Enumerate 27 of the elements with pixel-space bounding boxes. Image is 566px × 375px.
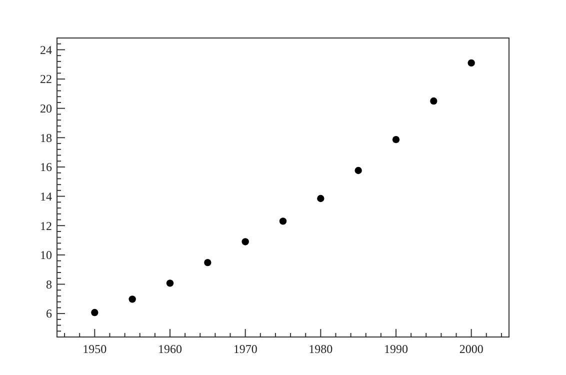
point <box>242 238 249 246</box>
point <box>128 296 136 303</box>
y-tick-label: 8 <box>46 277 52 292</box>
x-tick-label: 1960 <box>158 342 182 356</box>
point <box>317 194 324 202</box>
point <box>166 280 174 287</box>
y-tick-label: 10 <box>40 248 52 262</box>
point <box>279 218 287 225</box>
y-tick-label: 18 <box>40 130 52 145</box>
x-tick-label: 1950 <box>82 342 107 356</box>
y-tick-label: 24 <box>40 42 52 57</box>
x-tick-label: 2000 <box>459 342 484 356</box>
y-tick-label: 16 <box>40 160 52 174</box>
point <box>204 258 212 266</box>
y-tick-label: 12 <box>40 218 52 233</box>
point <box>468 59 475 67</box>
y-tick-label: 22 <box>40 72 52 86</box>
x-tick-label: 1970 <box>233 342 258 356</box>
point <box>91 308 98 316</box>
y-tick-label: 6 <box>46 306 52 321</box>
y-tick-label: 20 <box>40 102 52 116</box>
x-tick-label: 1980 <box>308 342 333 356</box>
point <box>354 166 362 174</box>
point <box>430 97 438 105</box>
y-tick-label: 14 <box>40 189 52 204</box>
x-tick-label: 1990 <box>384 342 408 356</box>
point <box>392 136 400 144</box>
